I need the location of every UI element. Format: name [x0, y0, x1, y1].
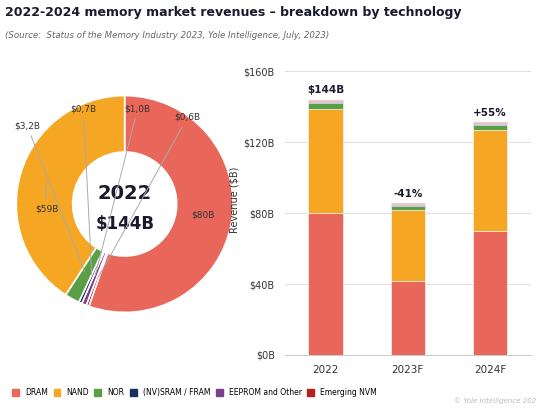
Text: $1,0B: $1,0B	[95, 104, 151, 276]
Bar	[391, 203, 425, 204]
Bar	[391, 205, 425, 206]
Bar	[473, 130, 507, 231]
Bar	[473, 124, 507, 125]
Text: -41%: -41%	[393, 189, 423, 199]
Text: $144B: $144B	[95, 215, 154, 233]
Text: (Source:  Status of the Memory Industry 2023, Yole Intelligence, July, 2023): (Source: Status of the Memory Industry 2…	[5, 31, 330, 40]
Y-axis label: Revenue ($B): Revenue ($B)	[229, 167, 239, 233]
Text: $0,6B: $0,6B	[99, 113, 201, 277]
Text: $3,2B: $3,2B	[14, 122, 85, 272]
Legend: DRAM, NAND, NOR, (NV)SRAM / FRAM, EEPROM and Other, Emerging NVM: DRAM, NAND, NOR, (NV)SRAM / FRAM, EEPROM…	[9, 385, 380, 400]
Bar	[391, 206, 425, 210]
Bar	[391, 204, 425, 205]
Bar	[473, 122, 507, 123]
Text: $0,7B: $0,7B	[70, 104, 96, 275]
Text: $80B: $80B	[191, 211, 215, 220]
Wedge shape	[16, 95, 125, 295]
Bar	[308, 103, 343, 109]
Bar	[308, 102, 343, 103]
Bar	[308, 109, 343, 213]
Bar	[308, 213, 343, 355]
Bar	[308, 100, 343, 101]
Text: $144B: $144B	[307, 85, 344, 95]
Bar	[308, 101, 343, 102]
Wedge shape	[82, 252, 106, 305]
Text: © Yole Intelligence 202: © Yole Intelligence 202	[454, 397, 537, 404]
Text: 2022-2024 memory market revenues – breakdown by technology: 2022-2024 memory market revenues – break…	[5, 6, 462, 19]
Bar	[473, 125, 507, 130]
Bar	[473, 123, 507, 124]
Wedge shape	[79, 251, 104, 304]
Wedge shape	[66, 248, 102, 302]
Text: 2022: 2022	[98, 184, 152, 203]
Text: +55%: +55%	[473, 108, 507, 118]
Bar	[391, 281, 425, 355]
Text: $59B: $59B	[35, 183, 59, 214]
Bar	[391, 210, 425, 281]
Wedge shape	[86, 253, 107, 306]
Bar	[473, 231, 507, 355]
Wedge shape	[89, 95, 233, 313]
